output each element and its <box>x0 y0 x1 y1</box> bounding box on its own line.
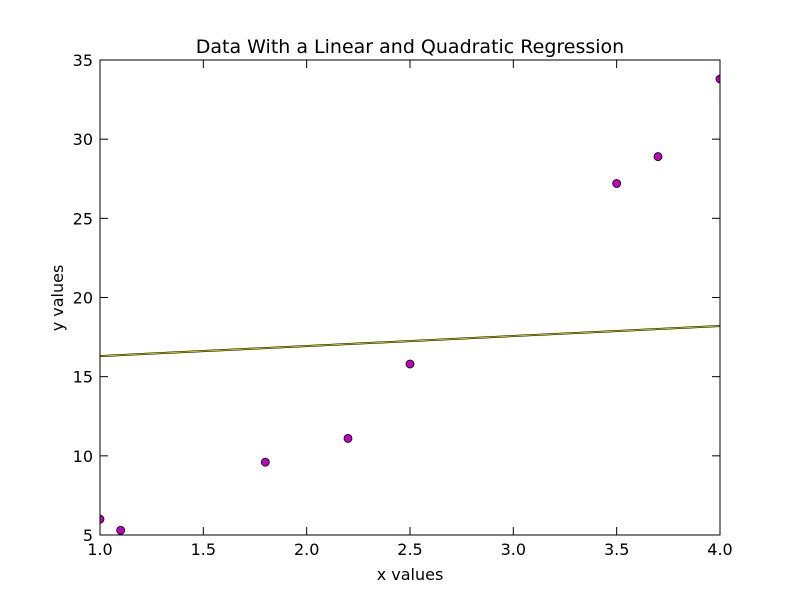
x-tick-label: 3.0 <box>501 540 526 559</box>
plot-area: 1.0 1.5 2.0 2.5 3.0 3.5 4.0 5 10 15 20 25 30 35 <box>73 51 733 559</box>
data-point <box>100 514 105 524</box>
data-point <box>612 179 622 188</box>
data-point <box>653 152 663 161</box>
x-tick-label: 2.0 <box>294 540 319 559</box>
x-tick-label: 1.0 <box>87 540 112 559</box>
regression-line <box>100 325 720 357</box>
data-point <box>405 359 415 369</box>
x-tick-label: 2.5 <box>397 540 422 559</box>
y-axis-label: y values <box>48 265 67 332</box>
x-tick-label: 4.0 <box>707 540 732 559</box>
x-tick-label: 1.5 <box>191 540 216 559</box>
data-point <box>116 525 126 535</box>
y-tick-label: 25 <box>73 209 93 228</box>
y-tick-label: 15 <box>73 368 93 387</box>
data-point <box>343 434 353 443</box>
data-point <box>715 74 720 84</box>
y-tick-label: 35 <box>73 51 93 70</box>
x-tick-label: 3.5 <box>604 540 629 559</box>
y-tick-label: 20 <box>73 289 93 308</box>
axes-frame <box>99 59 721 536</box>
chart-title: Data With a Linear and Quadratic Regress… <box>196 36 624 58</box>
x-axis-label: x values <box>377 565 444 584</box>
y-tick-label: 10 <box>73 447 93 466</box>
series-group <box>100 74 720 535</box>
y-tick-label: 5 <box>83 526 93 545</box>
y-tick-label: 30 <box>73 130 93 149</box>
data-point <box>260 457 270 467</box>
